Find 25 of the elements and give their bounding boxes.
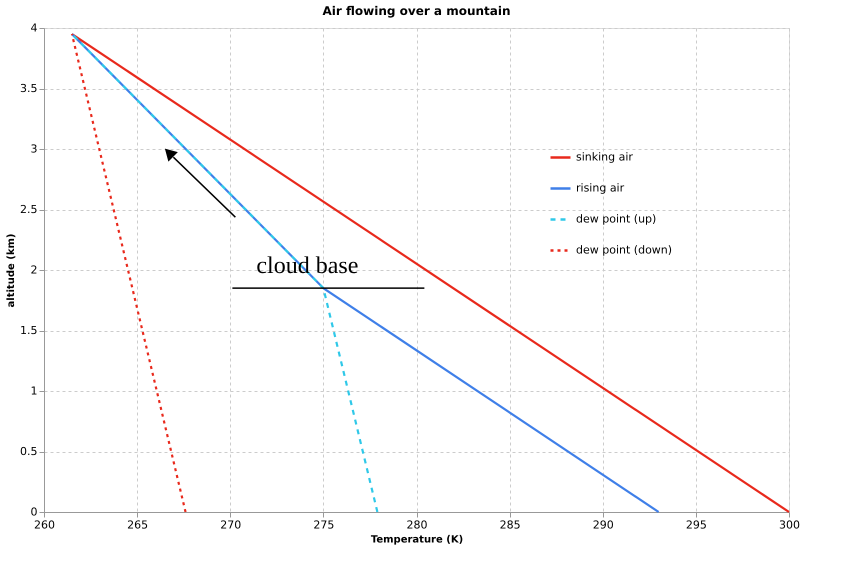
- x-tick-label: 265: [127, 518, 148, 532]
- chart-title: Air flowing over a mountain: [322, 4, 511, 18]
- x-tick-label: 260: [34, 518, 55, 532]
- legend-label: sinking air: [576, 150, 634, 164]
- legend-label: rising air: [576, 182, 625, 194]
- x-tick-label: 295: [686, 518, 707, 532]
- y-tick-label: 3.5: [20, 82, 38, 95]
- x-tick-label: 285: [500, 518, 521, 532]
- y-tick-label: 0: [30, 506, 38, 518]
- legend-label: dew point (down): [576, 244, 672, 256]
- x-tick-label: 290: [592, 518, 614, 532]
- y-axis-title: altitude (km): [6, 234, 18, 308]
- y-tick-label: 2: [30, 264, 38, 276]
- y-tick-label: 1: [30, 384, 38, 398]
- x-tick-label: 280: [406, 518, 428, 532]
- y-tick-label: 2.5: [20, 203, 38, 216]
- x-tick-label: 270: [220, 518, 242, 532]
- x-tick-label: 275: [313, 518, 334, 532]
- legend-label: dew point (up): [576, 212, 656, 226]
- x-tick-label: 300: [779, 518, 800, 532]
- y-tick-label: 0.5: [20, 445, 38, 458]
- y-tick-label: 1.5: [20, 324, 38, 337]
- y-tick-label: 3: [30, 142, 38, 156]
- y-tick-label: 4: [30, 22, 38, 34]
- x-axis-title: Temperature (K): [370, 534, 464, 546]
